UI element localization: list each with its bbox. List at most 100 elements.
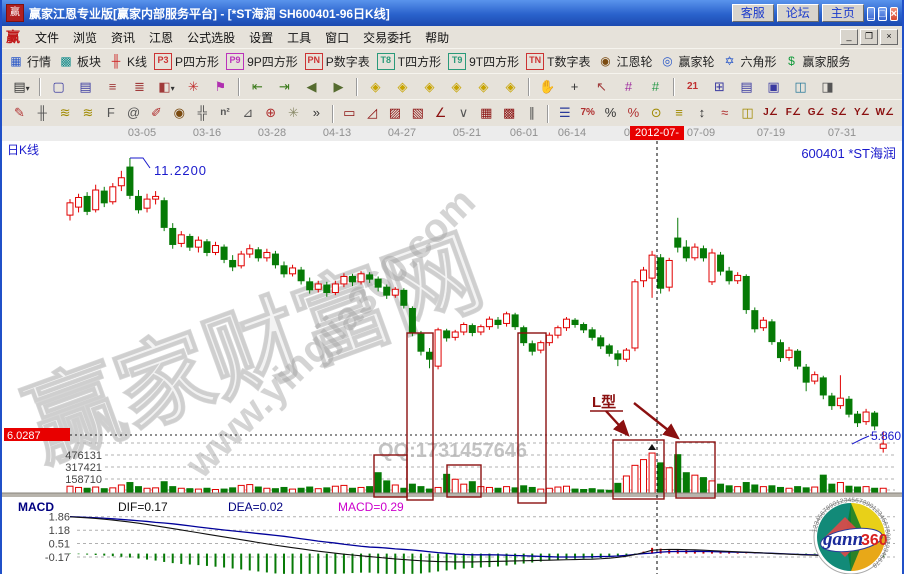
tool-grid-ruler-button[interactable]: ╬: [192, 102, 213, 125]
close-button[interactable]: ×: [889, 7, 898, 21]
menu-tools[interactable]: 工具: [287, 30, 312, 45]
tool-calendar-button[interactable]: 21: [680, 76, 705, 99]
tool-flag-colors-button[interactable]: ⚑: [208, 76, 233, 99]
toolbar-p-table-button[interactable]: PN P数字表: [304, 53, 370, 70]
tool-gold-circle-button[interactable]: ⊙: [646, 102, 667, 125]
tool-shade-box-button[interactable]: ▧: [407, 102, 428, 125]
tool-gold-ruler-2-button[interactable]: ≋: [78, 102, 99, 125]
toolbar-gann-wheel-button[interactable]: ◉ 江恩轮: [597, 53, 652, 70]
tool-first-page-button[interactable]: ⇤: [245, 76, 270, 99]
tool-n2-grid-button[interactable]: n²: [215, 102, 236, 125]
tool-page-next-button[interactable]: ▶: [326, 76, 351, 99]
tool-wave-tool-button[interactable]: ≈: [714, 102, 735, 125]
kline-chart-canvas[interactable]: 赢家财富网www.yingjia360.comQQ:17314576464761…: [2, 141, 904, 574]
menu-settings[interactable]: 设置: [249, 30, 274, 45]
toolbar-ninet-square-button[interactable]: T9 9T四方形: [448, 53, 519, 70]
tool-scroll-right-button[interactable]: ◈: [390, 76, 415, 99]
tool-hand-tool-button[interactable]: ✋: [535, 76, 560, 99]
tool-spiral-tool-button[interactable]: @: [123, 102, 144, 125]
toolbar-p-square-button[interactable]: P3 P四方形: [154, 53, 219, 70]
tool-fib-tool-button[interactable]: F: [100, 102, 121, 125]
tool-notes-button[interactable]: ▤: [734, 76, 759, 99]
tool-dense-grid-2-button[interactable]: ▩: [499, 102, 520, 125]
menu-browse[interactable]: 浏览: [73, 30, 98, 45]
toolbar-t-square-button[interactable]: T8 T四方形: [376, 53, 441, 70]
tool-price-pen-button[interactable]: ↕: [691, 102, 712, 125]
tool-angle-four-button[interactable]: W∠: [874, 102, 895, 125]
tool-percent-line-button[interactable]: %: [623, 102, 644, 125]
tool-angle-speed-button[interactable]: S∠: [829, 102, 850, 125]
toolbar-t-table-button[interactable]: TN T数字表: [526, 53, 590, 70]
menu-formula-stock-pick[interactable]: 公式选股: [187, 30, 236, 45]
tool-candle-style-dropdown-button[interactable]: ◧▾: [154, 76, 179, 99]
toolbar-hexagon-button[interactable]: ✡ 六角形: [722, 53, 776, 70]
tool-angle-f-button[interactable]: F∠: [783, 102, 804, 125]
toolbar-quotes-button[interactable]: ▦ 行情: [8, 53, 51, 70]
mdi-restore-button[interactable]: ❐: [860, 29, 878, 45]
menu-file[interactable]: 文件: [35, 30, 60, 45]
tool-expand-chart-button[interactable]: ◈: [498, 76, 523, 99]
home-button[interactable]: 主页: [821, 4, 864, 22]
tool-angle-win-button[interactable]: Y∠: [851, 102, 872, 125]
tool-angle-gold-button[interactable]: G∠: [806, 102, 827, 125]
tool-scale-list-button[interactable]: ☰: [554, 102, 575, 125]
tool-time-ruler-button[interactable]: ╫: [32, 102, 53, 125]
tool-pattern-search-button[interactable]: ✳: [181, 76, 206, 99]
tool-bars-3-button[interactable]: ≡: [100, 76, 125, 99]
tool-dense-grid-button[interactable]: ▦: [476, 102, 497, 125]
tool-crosshair-tool-button[interactable]: +: [562, 76, 587, 99]
tool-rect-tool-button[interactable]: ▭: [339, 102, 360, 125]
tool-pointer-tool-button[interactable]: ↖: [589, 76, 614, 99]
tool-page-prev-button[interactable]: ◀: [299, 76, 324, 99]
menu-help[interactable]: 帮助: [425, 30, 450, 45]
toolbar-winner-wheel-button[interactable]: ◎ 赢家轮: [659, 53, 714, 70]
tool-grid-green-button[interactable]: #: [643, 76, 668, 99]
tool-last-page-button[interactable]: ⇥: [272, 76, 297, 99]
tool-period-dropdown-button[interactable]: ▤▾: [9, 76, 34, 99]
tool-gold-box-button[interactable]: ◫: [737, 102, 758, 125]
tool-remote-pc-button[interactable]: ◨: [815, 76, 840, 99]
tool-fan-box-button[interactable]: ▨: [385, 102, 406, 125]
tool-angle-lines-button[interactable]: ∠: [430, 102, 451, 125]
tool-star-tool-button[interactable]: ✳: [283, 102, 304, 125]
mdi-close-button[interactable]: ×: [880, 29, 898, 45]
tool-wheel-tool-button[interactable]: ◉: [169, 102, 190, 125]
tool-net-sync-button[interactable]: ◫: [788, 76, 813, 99]
tool-zoom-out-h-button[interactable]: ◈: [417, 76, 442, 99]
tool-draw-pen-button[interactable]: ✎: [9, 102, 30, 125]
tool-parallel-lines-button[interactable]: ∥: [522, 102, 543, 125]
menu-news[interactable]: 资讯: [111, 30, 136, 45]
toolbar-sectors-button[interactable]: ▩ 板块: [58, 53, 101, 70]
tool-v-lines-button[interactable]: ∨: [453, 102, 474, 125]
tool-flag-pen-button[interactable]: ⊿: [237, 102, 258, 125]
tool-zoom-in-h-button[interactable]: ◈: [444, 76, 469, 99]
tool-gold-ruler-1-button[interactable]: ≋: [55, 102, 76, 125]
toolbar-kline-button[interactable]: ╫ K线: [108, 53, 147, 70]
tool-scroll-left-button[interactable]: ◈: [363, 76, 388, 99]
customer-service-button[interactable]: 客服: [731, 4, 774, 22]
menu-trade-entrust[interactable]: 交易委托: [363, 30, 412, 45]
maximize-button[interactable]: □: [877, 7, 887, 21]
menu-gann[interactable]: 江恩: [149, 30, 174, 45]
forum-button[interactable]: 论坛: [776, 4, 819, 22]
tool-grid-purple-button[interactable]: #: [616, 76, 641, 99]
tool-info-list-button[interactable]: ▤: [73, 76, 98, 99]
mdi-minimize-button[interactable]: _: [840, 29, 858, 45]
tool-angle-j-button[interactable]: J∠: [760, 102, 781, 125]
tool-percent-tool-button[interactable]: %: [600, 102, 621, 125]
toolbar-ninep-square-button[interactable]: P9 9P四方形: [226, 53, 298, 70]
menu-window[interactable]: 窗口: [325, 30, 350, 45]
tool-gold-lines-button[interactable]: ≡: [669, 102, 690, 125]
kline-chart-area[interactable]: 赢家财富网 www.yingjia360.com QQ:1731457646 4761…: [2, 141, 904, 574]
tool-chart-window-button[interactable]: ▢: [46, 76, 71, 99]
tool-save-button[interactable]: ▣: [761, 76, 786, 99]
tool-compress-chart-button[interactable]: ◈: [471, 76, 496, 99]
toolbar-winner-service-button[interactable]: $ 赢家服务: [784, 53, 850, 70]
tool-fan-lines-button[interactable]: ◿: [362, 102, 383, 125]
tool-calculator-button[interactable]: ⊞: [707, 76, 732, 99]
tool-percent-retrace-button[interactable]: 7%: [577, 102, 598, 125]
tool-more-tools-button[interactable]: »: [306, 102, 327, 125]
minimize-button[interactable]: _: [866, 7, 875, 21]
tool-pen-ruler-button[interactable]: ✐: [146, 102, 167, 125]
tool-circle-cross-button[interactable]: ⊕: [260, 102, 281, 125]
